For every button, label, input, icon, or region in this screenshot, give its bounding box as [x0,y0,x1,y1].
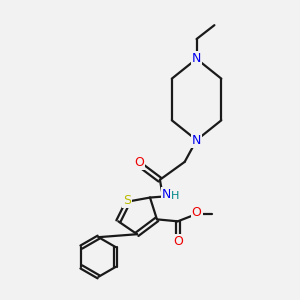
Text: O: O [192,206,202,219]
Text: N: N [192,134,201,147]
Text: S: S [123,194,131,207]
Text: O: O [134,156,144,170]
Text: N: N [162,188,172,201]
Text: H: H [171,190,179,201]
Text: N: N [192,52,201,65]
Text: O: O [173,235,183,248]
